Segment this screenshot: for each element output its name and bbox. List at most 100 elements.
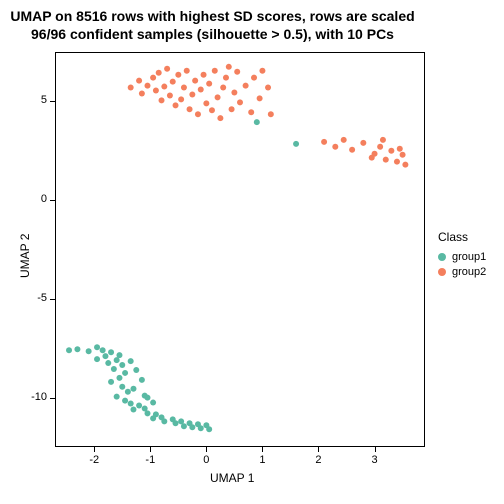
data-point <box>114 357 120 363</box>
data-point <box>178 96 184 102</box>
data-point <box>377 144 383 150</box>
data-point <box>136 403 142 409</box>
data-point <box>254 119 260 125</box>
data-point <box>173 420 179 426</box>
data-point <box>402 162 408 168</box>
data-point <box>94 344 100 350</box>
data-point <box>321 139 327 145</box>
title-line1: UMAP on 8516 rows with highest SD scores… <box>10 8 414 24</box>
y-tick-label: -5 <box>37 292 47 304</box>
x-tick <box>206 447 207 452</box>
data-point <box>66 347 72 353</box>
data-point <box>231 89 237 95</box>
x-tick-label: 1 <box>250 454 274 466</box>
data-point <box>380 137 386 143</box>
data-point <box>173 102 179 108</box>
y-tick <box>50 101 55 102</box>
x-tick-label: -2 <box>82 454 106 466</box>
data-point <box>130 386 136 392</box>
data-point <box>187 106 193 112</box>
data-point <box>198 87 204 93</box>
data-point <box>136 78 142 84</box>
data-point <box>128 401 134 407</box>
data-point <box>175 72 181 78</box>
data-point <box>209 107 215 113</box>
data-point <box>145 410 151 416</box>
x-tick-label: -1 <box>138 454 162 466</box>
data-point <box>122 398 128 404</box>
y-tick <box>50 398 55 399</box>
data-point <box>119 362 125 368</box>
data-point <box>167 92 173 98</box>
data-point <box>145 83 151 89</box>
legend-item: group2 <box>438 266 486 278</box>
data-point <box>332 144 338 150</box>
data-point <box>108 349 114 355</box>
data-point <box>145 395 151 401</box>
data-point <box>161 418 167 424</box>
data-point <box>192 78 198 84</box>
data-point <box>119 384 125 390</box>
plot-panel <box>55 52 425 447</box>
data-point <box>349 147 355 153</box>
data-point <box>150 75 156 81</box>
data-point <box>114 394 120 400</box>
data-point <box>259 68 265 74</box>
data-point <box>251 75 257 81</box>
data-point <box>234 69 240 75</box>
data-point <box>383 157 389 163</box>
data-point <box>265 85 271 91</box>
data-point <box>133 367 139 373</box>
scatter-svg <box>55 52 425 447</box>
y-tick-label: 0 <box>41 193 47 205</box>
x-tick-label: 2 <box>306 454 330 466</box>
data-point <box>86 348 92 354</box>
legend-title: Class <box>438 230 486 245</box>
data-point <box>94 356 100 362</box>
data-point <box>159 97 165 103</box>
y-tick-label: -10 <box>31 391 47 403</box>
x-tick <box>375 447 376 452</box>
data-point <box>203 100 209 106</box>
data-point <box>341 137 347 143</box>
x-tick <box>150 447 151 452</box>
x-tick <box>318 447 319 452</box>
data-point <box>139 90 145 96</box>
y-tick <box>50 299 55 300</box>
data-point <box>128 85 134 91</box>
data-point <box>170 79 176 85</box>
data-point <box>150 415 156 421</box>
y-tick-label: 5 <box>41 94 47 106</box>
legend-swatch <box>438 253 446 261</box>
data-point <box>161 84 167 90</box>
data-point <box>181 85 187 91</box>
data-point <box>156 70 162 76</box>
data-point <box>215 94 221 100</box>
data-point <box>237 99 243 105</box>
data-point <box>201 72 207 78</box>
data-point <box>268 111 274 117</box>
data-point <box>139 377 145 383</box>
data-point <box>248 109 254 115</box>
data-point <box>212 68 218 74</box>
data-point <box>116 375 122 381</box>
data-point <box>125 389 131 395</box>
legend-items: group1 group2 <box>438 251 486 278</box>
data-point <box>397 146 403 152</box>
data-point <box>130 406 136 412</box>
data-point <box>100 347 106 353</box>
data-point <box>111 366 117 372</box>
data-point <box>150 400 156 406</box>
data-point <box>198 425 204 431</box>
chart-title: UMAP on 8516 rows with highest SD scores… <box>0 8 425 43</box>
y-tick <box>50 200 55 201</box>
legend-swatch <box>438 268 446 276</box>
data-point <box>229 106 235 112</box>
data-point <box>122 370 128 376</box>
legend-label: group1 <box>452 251 486 263</box>
data-point <box>164 66 170 72</box>
chart-container: UMAP on 8516 rows with highest SD scores… <box>0 0 504 504</box>
data-point <box>220 85 226 91</box>
data-point <box>105 360 111 366</box>
data-point <box>243 83 249 89</box>
